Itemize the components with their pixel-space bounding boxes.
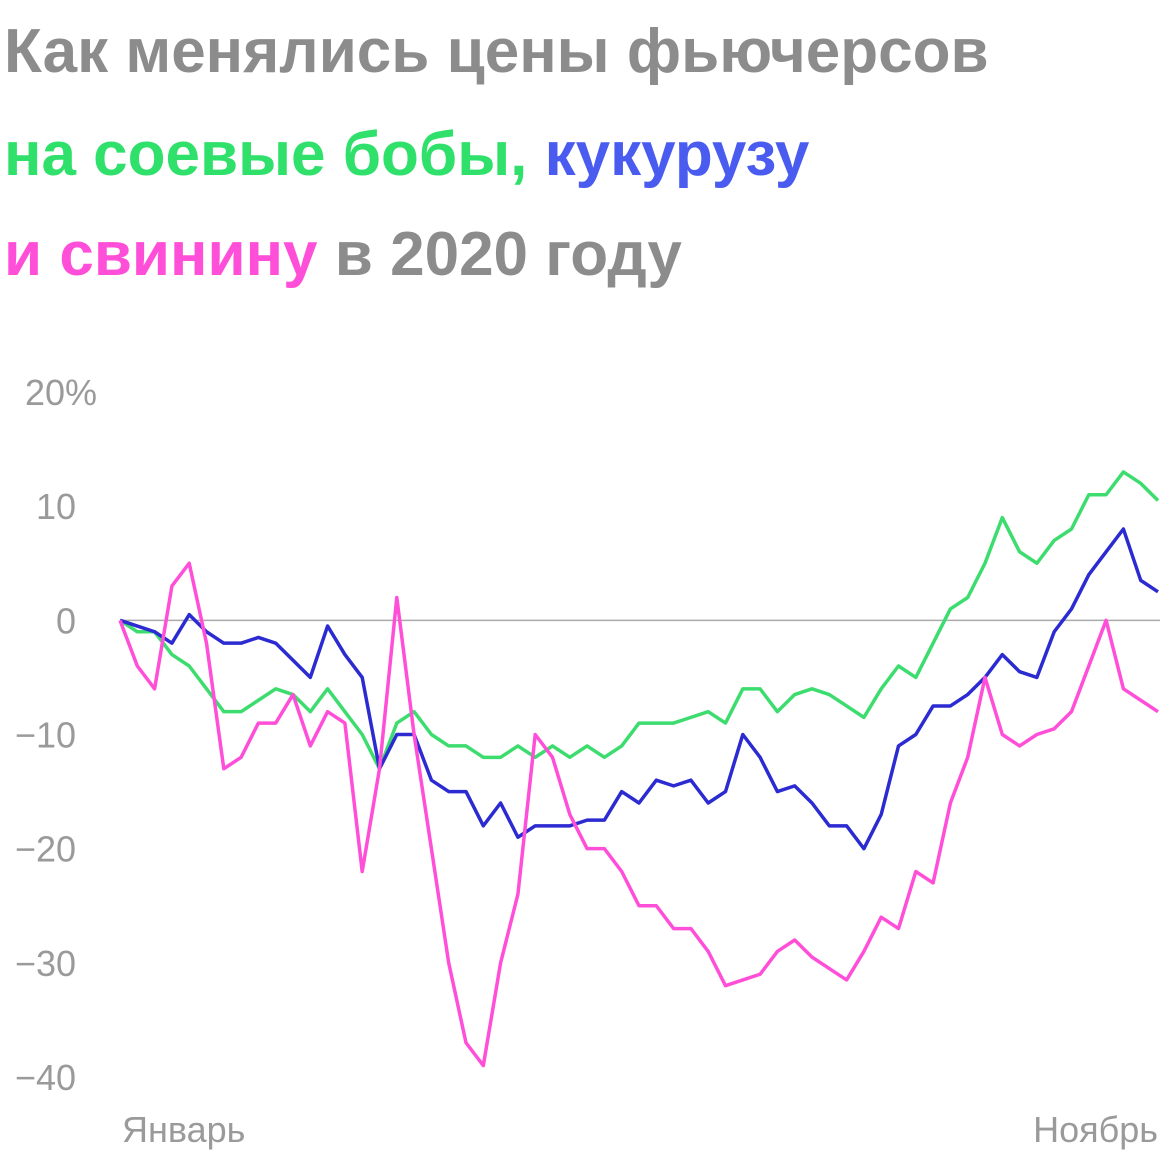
y-tick-label: 10	[36, 486, 76, 527]
y-tick-label: −30	[15, 943, 76, 984]
title-segment: Как менялись цены фьючерсов	[4, 17, 989, 86]
y-tick-label: −40	[15, 1057, 76, 1098]
chart-title: и свинину в 2020 году	[4, 220, 682, 289]
series-line	[118, 561, 1159, 1068]
chart-title: Как менялись цены фьючерсов	[4, 17, 989, 86]
chart-title: на соевые бобы, кукурузу	[4, 120, 810, 189]
y-tick-label: 20%	[25, 372, 97, 413]
title-segment: на соевые бобы,	[4, 120, 527, 189]
y-tick-label: −20	[15, 829, 76, 870]
x-tick-label: Январь	[122, 1109, 245, 1150]
y-tick-label: 0	[56, 600, 76, 641]
title-segment: кукурузу	[527, 120, 809, 189]
x-tick-label: Ноябрь	[1033, 1109, 1158, 1150]
title-segment: в 2020 году	[318, 220, 683, 289]
title-segment: и свинину	[4, 220, 318, 289]
y-tick-label: −10	[15, 715, 76, 756]
